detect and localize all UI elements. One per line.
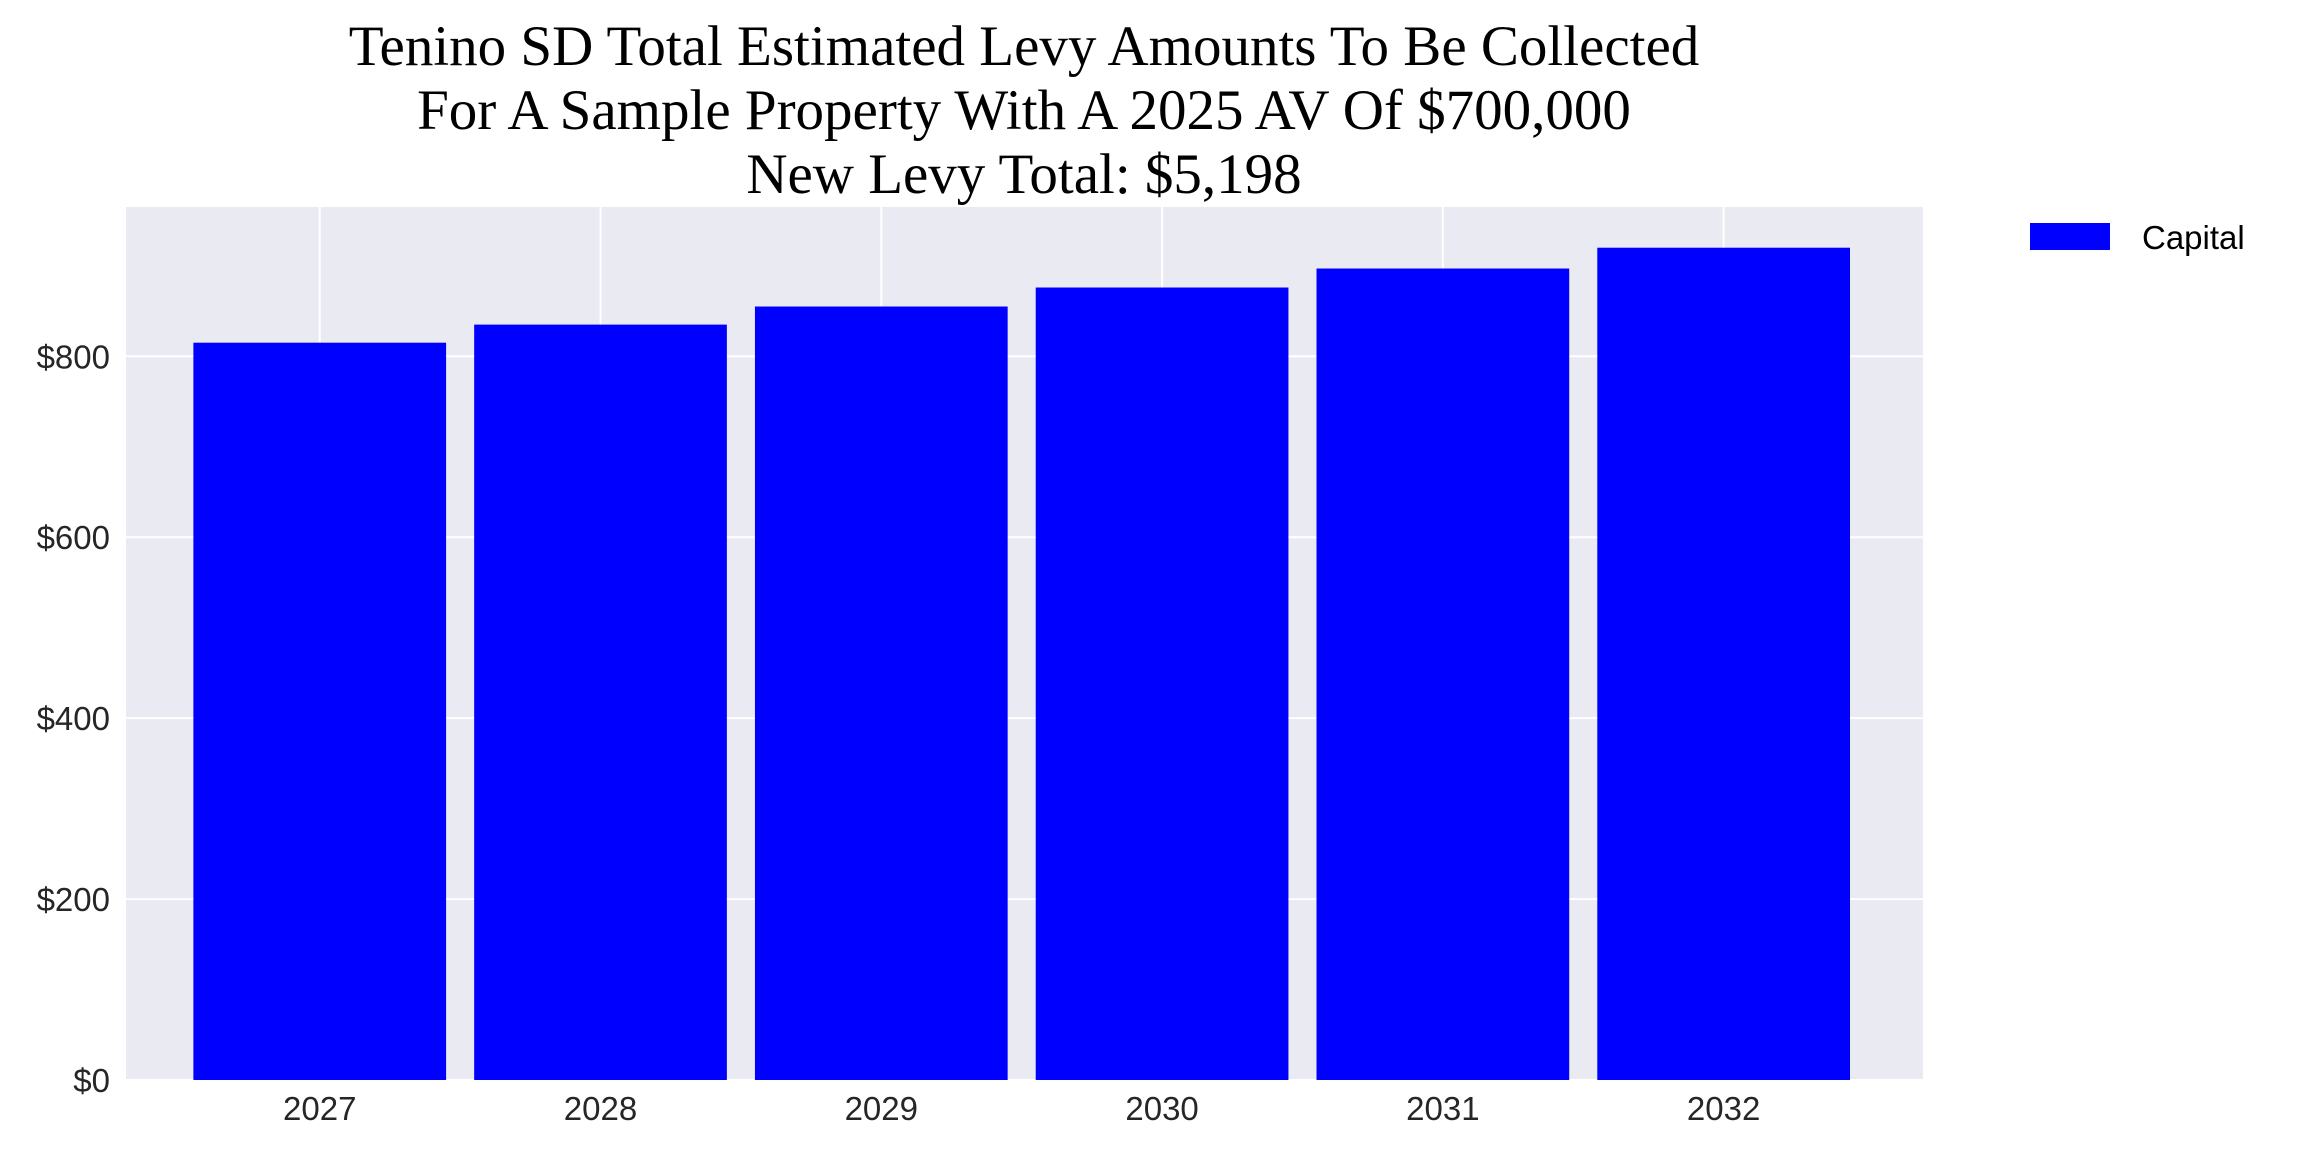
title-line-3: New Levy Total: $5,198	[746, 143, 1301, 206]
legend[interactable]: Capital	[2030, 219, 2245, 256]
bar-2030	[1035, 287, 1289, 1080]
legend-label-capital: Capital	[2142, 219, 2245, 256]
bar-2027	[193, 342, 447, 1081]
bar-2029	[754, 306, 1008, 1080]
bar-2032	[1597, 247, 1850, 1080]
x-tick-label: 2031	[1406, 1090, 1479, 1127]
y-tick-label: $200	[37, 881, 110, 918]
y-tick-label: $0	[73, 1062, 110, 1099]
y-tick-label: $400	[37, 700, 110, 737]
y-tick-label: $600	[37, 519, 110, 556]
y-axis-ticks: $0 $200 $400 $600 $800	[37, 338, 110, 1099]
x-tick-label: 2027	[283, 1090, 356, 1127]
bar-2028	[474, 324, 727, 1081]
title-line-1: Tenino SD Total Estimated Levy Amounts T…	[349, 15, 1700, 78]
bars	[193, 247, 1850, 1081]
x-tick-label: 2029	[845, 1090, 918, 1127]
x-axis-ticks: 2027 2028 2029 2030 2031 2032	[283, 1090, 1760, 1127]
legend-swatch-capital	[2030, 223, 2110, 250]
chart-title: Tenino SD Total Estimated Levy Amounts T…	[349, 15, 1700, 206]
title-line-2: For A Sample Property With A 2025 AV Of …	[417, 79, 1631, 142]
x-tick-label: 2032	[1687, 1090, 1760, 1127]
bar-2031	[1316, 268, 1570, 1080]
y-tick-label: $800	[37, 338, 110, 375]
x-tick-label: 2028	[564, 1090, 637, 1127]
x-tick-label: 2030	[1125, 1090, 1198, 1127]
